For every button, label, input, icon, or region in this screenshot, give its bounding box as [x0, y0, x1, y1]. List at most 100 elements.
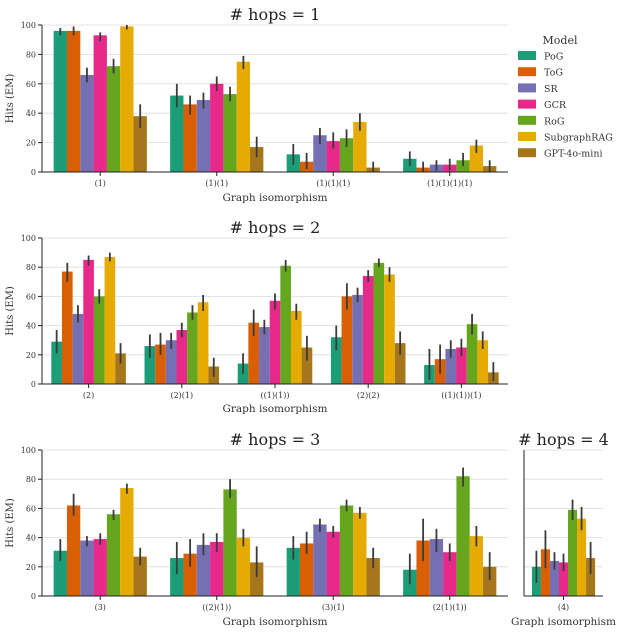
panel-title: # hops = 1: [230, 5, 321, 24]
bar: [61, 271, 73, 384]
bar: [456, 347, 467, 384]
bar: [469, 145, 484, 172]
bar: [223, 94, 237, 172]
bar: [269, 300, 281, 384]
legend-title: Model: [543, 34, 578, 47]
bar: [416, 540, 430, 596]
y-tick-label: 80: [26, 50, 36, 59]
bar: [187, 312, 198, 384]
bar: [290, 311, 302, 384]
bar: [373, 262, 385, 384]
bar: [176, 329, 188, 384]
bar: [51, 341, 62, 384]
bar: [72, 313, 84, 384]
bar: [93, 539, 107, 596]
bar: [53, 550, 67, 596]
x-tick-label: ((2)(1)): [202, 603, 231, 612]
bar: [248, 322, 260, 384]
y-axis-label: Hits (EM): [5, 498, 16, 548]
bar: [183, 553, 197, 596]
bar: [183, 104, 197, 172]
x-tick-label: ((1)(1))(1): [441, 391, 481, 400]
legend-swatch: [518, 148, 536, 158]
y-tick-label: 100: [21, 234, 36, 243]
panel-hops-2: 0 20 40 60 80 100 (2) (2)(1) ((1)(1)) (2)(2) ((1)(…: [5, 218, 508, 415]
y-tick-label: 100: [21, 21, 36, 30]
bar: [353, 512, 367, 596]
x-tick-label: (1)(1)(1): [316, 179, 350, 188]
bar: [313, 135, 327, 172]
y-tick-label: 0: [31, 380, 36, 389]
panel-title: # hops = 2: [230, 218, 321, 237]
bar: [352, 294, 363, 384]
bar: [170, 558, 184, 596]
bar: [577, 518, 587, 596]
bar: [362, 275, 374, 384]
bar: [120, 26, 134, 172]
bar: [53, 30, 67, 172]
y-tick-label: 40: [26, 322, 36, 331]
bar: [165, 340, 177, 384]
x-tick-label: (2)(1): [170, 391, 193, 400]
x-axis-label: Graph isomorphism: [222, 403, 327, 415]
x-tick-label: ((1)(1)): [261, 391, 290, 400]
x-axis-label: Graph isomorphism: [222, 616, 327, 628]
bar: [66, 30, 81, 172]
bar: [210, 83, 224, 172]
bar: [120, 487, 134, 596]
bar: [286, 547, 300, 596]
x-tick-label: (1)(1)(1)(1): [427, 179, 472, 188]
legend-swatch: [518, 115, 536, 125]
x-tick-label: (4): [558, 603, 569, 612]
x-tick-label: (3)(1): [322, 603, 345, 612]
bar: [384, 274, 395, 384]
bar: [540, 549, 550, 596]
bar: [586, 558, 596, 596]
bar: [236, 61, 251, 172]
bar: [80, 540, 94, 596]
bar: [236, 537, 251, 596]
bar: [299, 543, 314, 596]
legend-label: RoG: [544, 116, 564, 127]
bar: [429, 539, 444, 596]
y-tick-label: 20: [26, 139, 36, 148]
bar: [197, 302, 209, 384]
y-axis-label: Hits (EM): [5, 74, 16, 124]
x-tick-label: (3): [95, 603, 106, 612]
bar: [196, 99, 211, 172]
y-tick-label: 60: [26, 80, 36, 89]
bar: [250, 562, 264, 596]
bar: [477, 340, 489, 384]
panel-title: # hops = 4: [518, 430, 609, 449]
y-tick-label: 80: [26, 475, 36, 484]
bar: [133, 116, 147, 172]
bar: [144, 346, 156, 384]
x-tick-label: (2)(2): [357, 391, 380, 400]
legend-label: SubgraphRAG: [544, 133, 613, 144]
y-tick-label: 20: [26, 563, 36, 572]
y-tick-label: 100: [21, 446, 36, 455]
bar: [250, 147, 264, 172]
bar: [83, 259, 94, 384]
bar: [210, 541, 224, 596]
bar: [106, 514, 121, 596]
x-tick-label: (1)(1): [205, 179, 228, 188]
y-axis-label: Hits (EM): [5, 286, 16, 336]
y-tick-label: 60: [26, 292, 36, 301]
y-tick-label: 20: [26, 351, 36, 360]
y-tick-label: 40: [26, 109, 36, 118]
bar: [155, 344, 166, 384]
bar: [443, 552, 457, 596]
bar: [301, 347, 313, 384]
legend-label: ToG: [544, 68, 563, 79]
legend-label: GCR: [544, 100, 567, 111]
legend-swatch: [518, 83, 536, 93]
x-tick-label: (1): [95, 179, 106, 188]
bar: [259, 327, 270, 384]
bar: [170, 95, 184, 172]
x-axis-label: Graph isomorphism: [511, 616, 616, 628]
x-tick-label: (2): [83, 391, 94, 400]
bar: [106, 66, 121, 172]
